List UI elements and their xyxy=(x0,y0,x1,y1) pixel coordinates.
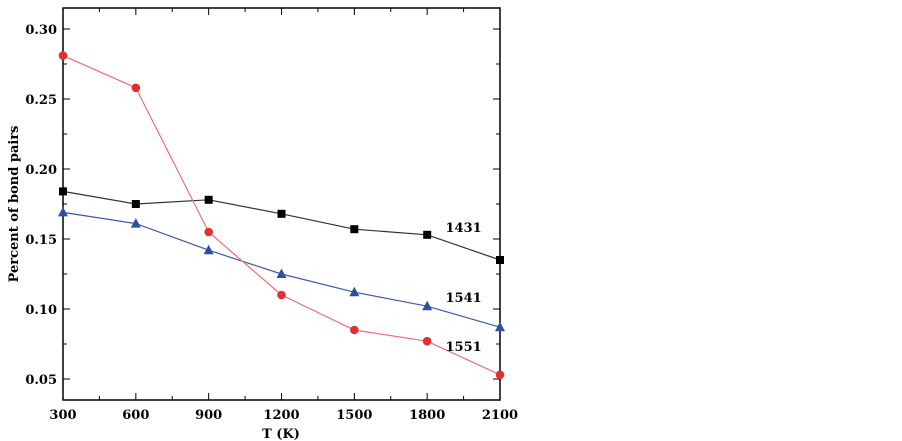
data-point xyxy=(277,290,286,300)
data-point xyxy=(277,209,286,218)
data-point xyxy=(59,187,67,196)
labels-layer: 1431 1541 1551 xyxy=(445,221,481,355)
x-tick-label: 600 xyxy=(122,408,149,423)
series-1551 xyxy=(58,51,505,380)
y-tick-label: 0.05 xyxy=(25,373,57,388)
plot-frame xyxy=(62,7,501,401)
y-tick-label: 0.10 xyxy=(25,303,57,318)
data-point xyxy=(349,286,360,297)
series-label-1551: 1551 xyxy=(445,340,481,355)
y-tick-label: 0.20 xyxy=(25,163,57,178)
data-point xyxy=(350,325,359,335)
series-line-1431 xyxy=(62,190,501,261)
x-tick-label: 900 xyxy=(195,408,222,423)
series-1431 xyxy=(59,187,504,264)
x-tick-label: 300 xyxy=(49,408,76,423)
series-label-1541: 1541 xyxy=(445,291,481,306)
data-point xyxy=(130,218,141,228)
x-tick-label: 1800 xyxy=(409,408,445,423)
series-1541 xyxy=(58,206,505,332)
data-point xyxy=(495,321,505,332)
x-tick-label: 1200 xyxy=(263,408,299,423)
data-point xyxy=(131,200,140,208)
y-tick-label: 0.25 xyxy=(25,93,57,108)
data-point xyxy=(203,244,214,255)
data-point xyxy=(350,225,359,234)
data-point xyxy=(422,336,432,346)
data-point xyxy=(131,83,141,93)
data-point xyxy=(496,256,504,264)
y-tick-label: 0.15 xyxy=(25,233,57,248)
data-point xyxy=(204,195,213,204)
y-tick-label: 0.30 xyxy=(25,23,57,38)
data-point xyxy=(276,268,287,278)
axis-ticks: 300 600 900 1200 1500 1800 2100 0.05 0.10 0.15 0.2… xyxy=(25,8,518,423)
data-point xyxy=(495,370,505,380)
series-layer xyxy=(58,51,505,380)
data-point xyxy=(58,206,68,217)
x-axis-title: T (K) xyxy=(262,427,300,441)
data-point xyxy=(204,227,213,237)
x-tick-label: 2100 xyxy=(482,408,518,423)
x-tick-label: 1500 xyxy=(336,408,372,423)
data-point xyxy=(58,51,68,60)
data-point xyxy=(422,300,433,311)
series-label-1431: 1431 xyxy=(445,221,481,236)
data-point xyxy=(423,230,432,239)
y-axis-title: Percent of bond pairs xyxy=(7,126,22,283)
